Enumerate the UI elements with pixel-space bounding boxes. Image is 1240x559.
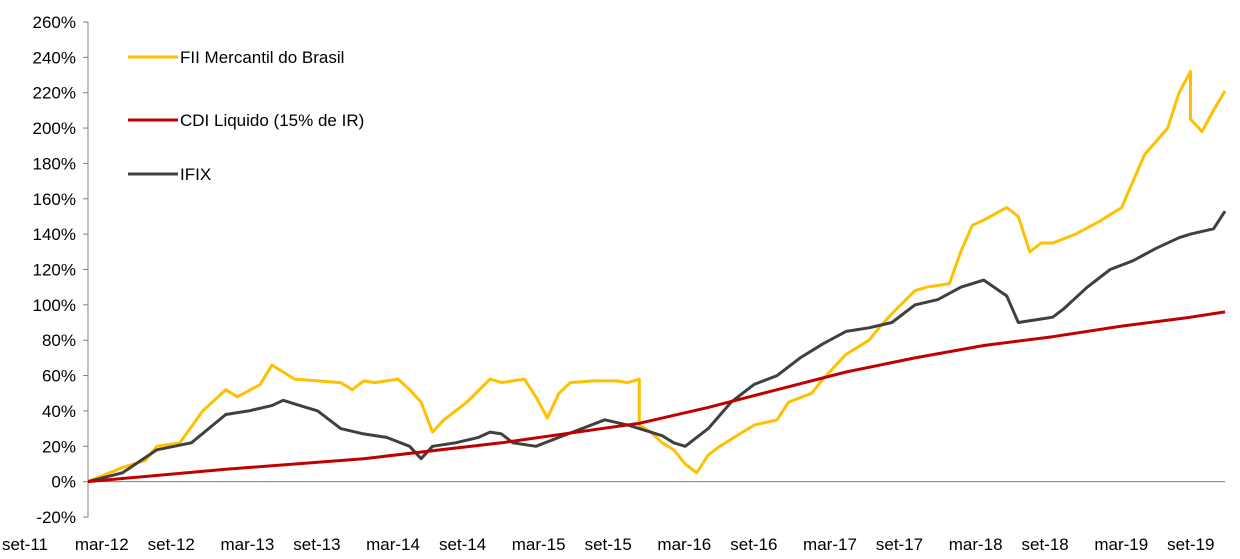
x-tick-label: set-17 — [876, 535, 923, 554]
x-tick-label: mar-15 — [512, 535, 566, 554]
legend-label: CDI Liquido (15% de IR) — [180, 111, 364, 130]
y-tick-label: 220% — [33, 84, 76, 103]
y-tick-label: 0% — [51, 473, 76, 492]
series-line-ifix — [87, 210, 1227, 484]
x-tick-label: mar-19 — [1094, 535, 1148, 554]
x-tick-label: mar-13 — [220, 535, 274, 554]
x-tick-label: set-19 — [1167, 535, 1214, 554]
x-tick-label: mar-17 — [803, 535, 857, 554]
x-tick-label: mar-12 — [75, 535, 129, 554]
x-tick-label: set-15 — [585, 535, 632, 554]
x-tick-label: set-14 — [439, 535, 486, 554]
series-line-cdi-liquido-15-de-ir — [87, 310, 1226, 484]
y-tick-label: 240% — [33, 48, 76, 67]
x-tick-label: set-11 — [2, 535, 48, 554]
x-tick-label: set-12 — [148, 535, 195, 554]
y-tick-label: 20% — [42, 437, 76, 456]
y-tick-label: 120% — [33, 261, 76, 280]
x-tick-label: set-18 — [1022, 535, 1069, 554]
y-tick-label: 200% — [33, 119, 76, 138]
y-tick-label: -20% — [36, 508, 76, 527]
y-axis: -20% 0% 20% 40% 60% 80% 100% 120% 140% 160% 180% 20… — [33, 13, 89, 527]
x-axis: set-11 mar-12 set-12 mar-13 set-13 mar-14 set-… — [2, 481, 1225, 554]
x-tick-label: set-13 — [293, 535, 340, 554]
y-tick-label: 180% — [33, 154, 76, 173]
series-line-fii-mercantil-do-brasil — [87, 70, 1227, 483]
x-tick-label: mar-18 — [949, 535, 1003, 554]
y-tick-label: 80% — [42, 331, 76, 350]
x-tick-label: mar-14 — [366, 535, 420, 554]
legend: FII Mercantil do Brasil CDI Liquido (15% … — [128, 48, 364, 184]
series-lines — [87, 70, 1227, 484]
y-tick-label: 140% — [33, 225, 76, 244]
y-tick-label: 100% — [33, 296, 76, 315]
x-tick-label: mar-16 — [657, 535, 711, 554]
y-tick-label: 60% — [42, 367, 76, 386]
y-tick-label: 40% — [42, 402, 76, 421]
y-tick-label: 160% — [33, 190, 76, 209]
legend-label: IFIX — [180, 165, 211, 184]
y-tick-label: 260% — [33, 13, 76, 32]
x-tick-label: set-16 — [730, 535, 777, 554]
legend-label: FII Mercantil do Brasil — [180, 48, 344, 67]
